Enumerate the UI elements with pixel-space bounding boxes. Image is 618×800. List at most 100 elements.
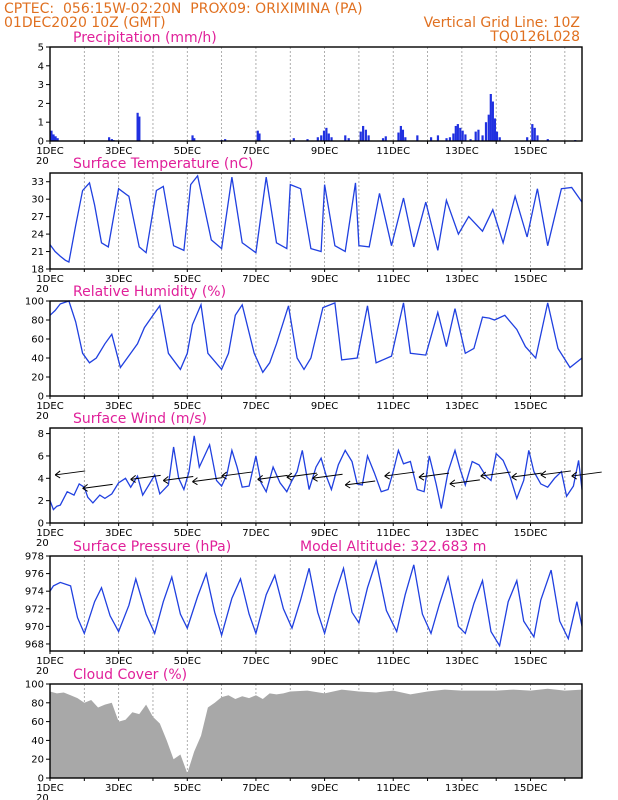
relative-humidity-panel: 0 20 40 60 80 100 1DEC 3DEC 5DEC 7DEC 9DEC 11DEC 13D… [25, 284, 583, 422]
wind-vector [257, 474, 288, 480]
precipitation-bar [193, 138, 196, 141]
precipitation-bar [316, 137, 319, 141]
wind-vector-head [162, 476, 169, 484]
x-tick-label: 1DEC [36, 528, 63, 539]
precipitation-bar [495, 131, 499, 141]
precipitation-bar [536, 135, 539, 141]
y-tick-label: 40 [31, 354, 44, 365]
precipitation-bar [477, 129, 480, 141]
precipitation-bar [347, 138, 350, 141]
wind-vector [286, 472, 317, 478]
x-tick-label: 5DEC [174, 656, 201, 667]
wind-vector-head [449, 479, 456, 488]
surface-pressure-panel: 968 970 972 974 976 978 1DEC 3DEC 5DEC 7DEC 9DEC 11… [25, 539, 583, 677]
wind-vector-head [571, 471, 578, 480]
precipitation-bar [138, 116, 141, 141]
y-tick-label: 40 [31, 736, 44, 747]
x-tick-label: 3DEC [105, 528, 132, 539]
x-tick-label: 13DEC [445, 401, 479, 412]
y-tick-label: 3 [38, 80, 44, 91]
x-tick-label: 1DEC [36, 274, 63, 285]
wind-vector-head [384, 471, 390, 480]
series-line [49, 174, 583, 263]
y-tick-label: 20 [31, 755, 44, 766]
x-tick-label: 5DEC [174, 401, 201, 412]
precipitation-bar [50, 130, 53, 141]
panel-frame [49, 300, 583, 397]
precipitation-bar [481, 135, 484, 141]
wind-vector-head [54, 470, 61, 479]
wind-vector [55, 470, 86, 476]
x-tick-label: 11DEC [376, 274, 410, 285]
precipitation-bar [52, 134, 55, 141]
y-tick-label: 5 [38, 43, 44, 54]
precipitation-bar [491, 101, 494, 141]
wind-vector [82, 483, 113, 489]
x-tick-label: 1DEC [36, 146, 63, 157]
cloud-cover-area [50, 688, 582, 778]
wind-vector-head [511, 472, 517, 481]
wind-vector [540, 470, 571, 476]
x-tick-label: 15DEC [514, 528, 548, 539]
panel-title: Relative Humidity (%) [73, 284, 226, 300]
x-tick-label: 13DEC [445, 146, 479, 157]
x-tick-label: 13DEC [445, 528, 479, 539]
wind-vector-head [286, 472, 293, 481]
precipitation-bar [531, 124, 534, 141]
x-year-label: 20 [36, 793, 49, 800]
x-tick-label: 3DEC [105, 274, 132, 285]
wind-vector [418, 472, 450, 478]
wind-vector-head [257, 475, 263, 483]
x-tick-label: 7DEC [242, 783, 269, 794]
x-tick-label: 13DEC [445, 274, 479, 285]
x-tick-label: 11DEC [376, 401, 410, 412]
precipitation-bar [445, 138, 448, 141]
x-tick-label: 5DEC [174, 783, 201, 794]
panel-title: Precipitation (mm/h) [73, 30, 217, 46]
precipitation-bar [56, 138, 59, 141]
wind-vector-head [82, 483, 88, 492]
x-tick-label: 1DEC [36, 656, 63, 667]
precipitation-bar [364, 129, 367, 141]
precipitation-bar [320, 135, 323, 141]
x-tick-label: 15DEC [514, 274, 548, 285]
y-tick-label: 0 [38, 519, 44, 530]
y-tick-label: 100 [25, 680, 44, 691]
x-tick-label: 9DEC [311, 783, 338, 794]
wind-vector [221, 471, 252, 477]
y-tick-label: 100 [25, 297, 44, 308]
precipitation-panel: 0 1 2 3 4 5 1DEC 3DEC 5DEC 7DEC 9DEC 11DEC 13DEC 15DE… [36, 30, 583, 167]
panel-frame [49, 46, 583, 142]
x-tick-label: 7DEC [242, 656, 269, 667]
precipitation-bar [464, 134, 467, 141]
y-tick-label: 972 [25, 604, 44, 615]
x-tick-label: 15DEC [514, 656, 548, 667]
panel-title: Surface Temperature (nC) [73, 156, 254, 172]
precipitation-bar [344, 135, 347, 141]
panel-title: Surface Wind (m/s) [73, 411, 207, 427]
y-tick-label: 4 [38, 474, 44, 485]
wind-vector-head [192, 477, 198, 486]
series-line [49, 558, 583, 648]
precipitation-bar [191, 135, 194, 141]
precipitation-bar [456, 124, 459, 141]
series-line [49, 300, 583, 374]
panel-frame [49, 172, 583, 270]
precipitation-bar [108, 137, 111, 141]
x-tick-label: 11DEC [376, 783, 410, 794]
x-tick-label: 11DEC [376, 656, 410, 667]
precipitation-bar [454, 125, 457, 141]
x-tick-label: 5DEC [174, 274, 201, 285]
precipitation-bar [469, 139, 472, 141]
y-tick-label: 978 [25, 552, 44, 563]
series-line [49, 435, 583, 511]
y-tick-label: 4 [38, 61, 44, 72]
x-tick-label: 1DEC [36, 783, 63, 794]
y-tick-label: 30 [31, 195, 44, 206]
y-tick-label: 60 [31, 335, 44, 346]
y-tick-label: 0 [38, 774, 44, 785]
x-tick-label: 15DEC [514, 783, 548, 794]
y-tick-label: 18 [31, 265, 44, 276]
precipitation-bar [384, 136, 387, 141]
precipitation-bar [292, 138, 295, 141]
